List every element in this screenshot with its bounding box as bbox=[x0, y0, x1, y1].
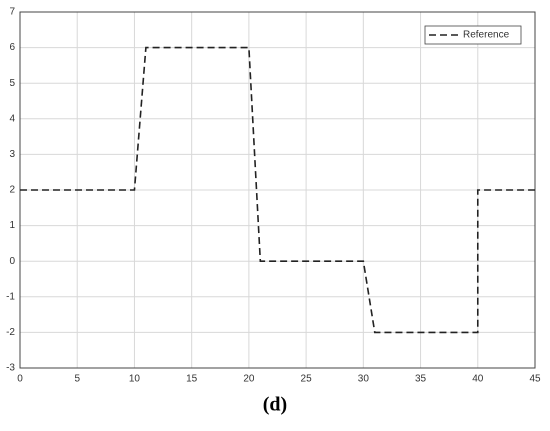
y-tick-label: 4 bbox=[9, 113, 15, 124]
legend-box bbox=[424, 25, 522, 45]
x-tick-label: 30 bbox=[358, 374, 370, 385]
x-tick-label: 45 bbox=[529, 374, 541, 385]
x-tick-label: 25 bbox=[301, 374, 313, 385]
y-tick-label: 1 bbox=[9, 220, 15, 231]
x-tick-label: 40 bbox=[472, 374, 484, 385]
y-tick-label: 2 bbox=[9, 185, 15, 196]
y-tick-label: 3 bbox=[9, 149, 15, 160]
x-tick-label: 0 bbox=[17, 374, 23, 385]
y-tick-label: -2 bbox=[6, 327, 15, 338]
y-tick-label: -1 bbox=[6, 291, 15, 302]
x-tick-label: 10 bbox=[129, 374, 141, 385]
y-tick-label: 7 bbox=[9, 7, 15, 18]
x-tick-label: 20 bbox=[243, 374, 255, 385]
y-tick-label: 5 bbox=[9, 78, 15, 89]
x-tick-label: 35 bbox=[415, 374, 427, 385]
caption: (d) bbox=[263, 394, 287, 416]
y-tick-label: 6 bbox=[9, 42, 15, 53]
y-tick-label: -3 bbox=[6, 363, 15, 374]
x-tick-label: 5 bbox=[74, 374, 80, 385]
y-tick-label: 0 bbox=[9, 256, 15, 267]
legend-label: Reference bbox=[463, 30, 510, 41]
x-tick-label: 15 bbox=[186, 374, 198, 385]
